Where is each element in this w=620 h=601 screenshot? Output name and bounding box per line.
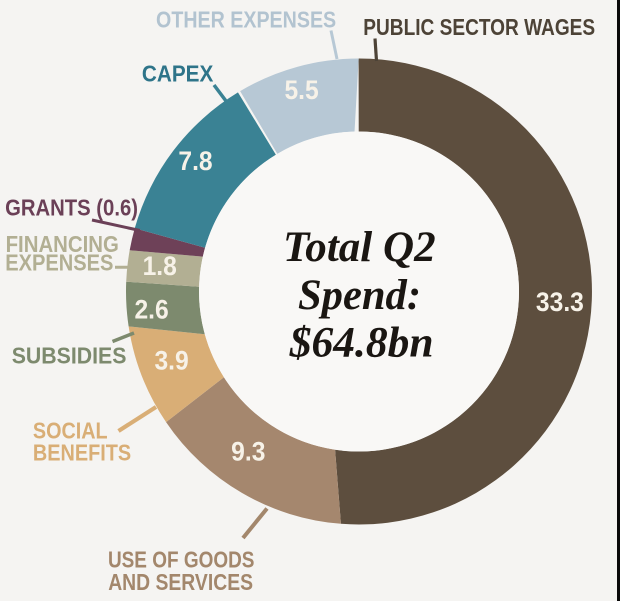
svg-text:5.5: 5.5 [284, 76, 318, 105]
svg-text:SUBSIDIES: SUBSIDIES [12, 343, 127, 369]
svg-text:GRANTS (0.6): GRANTS (0.6) [5, 194, 138, 221]
svg-text:$64.8bn: $64.8bn [289, 319, 434, 367]
svg-text:3.9: 3.9 [154, 347, 188, 376]
svg-text:2.6: 2.6 [134, 296, 168, 325]
svg-text:FINANCING: FINANCING [6, 231, 119, 258]
svg-text:9.3: 9.3 [231, 438, 265, 467]
svg-text:1.8: 1.8 [143, 252, 177, 281]
svg-text:CAPEX: CAPEX [142, 60, 214, 86]
svg-text:EXPENSES: EXPENSES [5, 249, 113, 276]
svg-text:33.3: 33.3 [536, 288, 584, 317]
svg-text:Total Q2: Total Q2 [283, 223, 436, 271]
svg-text:SOCIAL: SOCIAL [33, 417, 108, 444]
svg-text:BENEFITS: BENEFITS [33, 439, 131, 466]
svg-text:USE OF GOODS: USE OF GOODS [108, 546, 255, 572]
svg-text:OTHER EXPENSES: OTHER EXPENSES [156, 6, 336, 33]
svg-text:Spend:: Spend: [298, 272, 421, 319]
svg-text:AND SERVICES: AND SERVICES [108, 569, 253, 595]
svg-text:PUBLIC SECTOR WAGES: PUBLIC SECTOR WAGES [363, 14, 595, 40]
svg-text:7.8: 7.8 [178, 147, 212, 176]
